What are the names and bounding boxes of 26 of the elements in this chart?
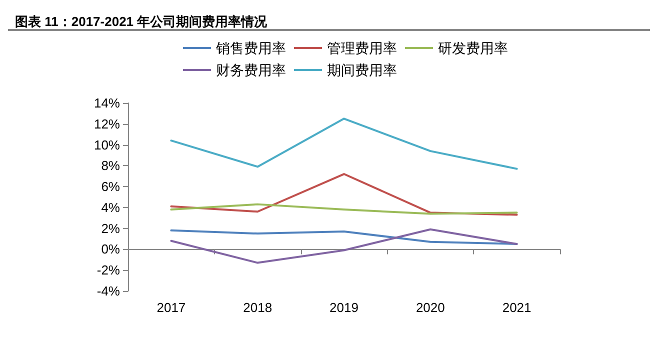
line-series bbox=[170, 229, 518, 245]
y-tick-label: -4% bbox=[96, 284, 120, 298]
chart-title: 图表 11：2017-2021 年公司期间费用率情况 bbox=[15, 14, 268, 29]
y-tick-label: -2% bbox=[96, 262, 120, 278]
y-tick-label: 12% bbox=[94, 116, 120, 132]
line-series bbox=[170, 203, 518, 215]
y-tick-label: 2% bbox=[101, 220, 120, 236]
legend-label: 研发费用率 bbox=[438, 40, 508, 56]
legend-label: 管理费用率 bbox=[327, 40, 397, 56]
line-series bbox=[170, 173, 518, 216]
y-tick-label: 0% bbox=[101, 242, 120, 257]
line-series bbox=[170, 118, 518, 170]
x-tick-label: 2018 bbox=[243, 300, 272, 315]
y-tick-label: 14% bbox=[94, 96, 120, 110]
x-tick-label: 2019 bbox=[330, 300, 358, 315]
y-tick-label: 8% bbox=[101, 158, 120, 174]
y-tick-label: 6% bbox=[101, 179, 120, 194]
y-tick-label: 10% bbox=[94, 137, 120, 152]
legend-label: 销售费用率 bbox=[215, 40, 286, 56]
legend-label: 期间费用率 bbox=[327, 62, 397, 78]
x-tick-label: 2021 bbox=[502, 300, 532, 315]
y-tick-label: 4% bbox=[101, 200, 120, 215]
x-tick-label: 2017 bbox=[156, 300, 186, 315]
legend-label: 财务费用率 bbox=[216, 62, 286, 78]
line-series bbox=[170, 228, 518, 264]
x-tick-label: 2020 bbox=[416, 300, 445, 315]
